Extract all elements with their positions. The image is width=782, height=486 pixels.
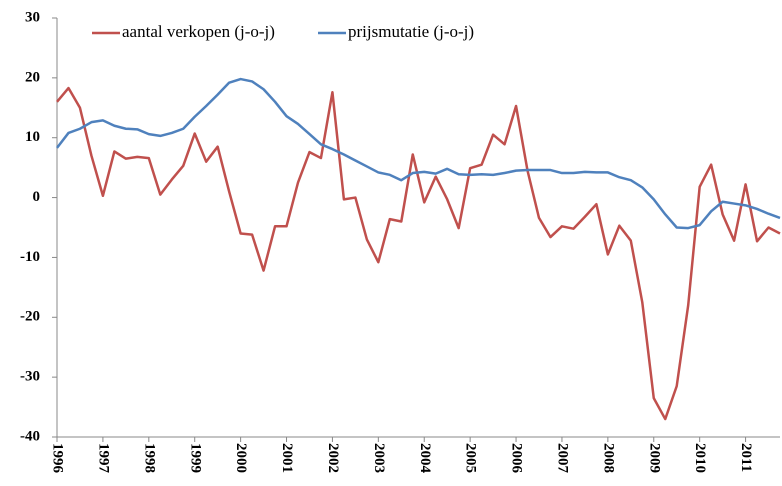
x-tick-label: 2011 (738, 443, 754, 472)
y-tick-label: -30 (20, 369, 40, 385)
x-tick-label: 2009 (646, 443, 662, 473)
x-tick-label: 2007 (555, 443, 571, 474)
x-tick-label: 1997 (95, 443, 111, 474)
y-tick-label: -10 (20, 249, 40, 265)
x-tick-label: 2008 (600, 443, 616, 473)
x-tick-label: 2006 (509, 443, 525, 474)
x-tick-label: 2002 (325, 443, 341, 473)
x-tick-label: 1998 (141, 443, 157, 473)
y-tick-label: -40 (20, 428, 40, 444)
series-line (56, 86, 781, 421)
x-tick-label: 1999 (187, 443, 203, 473)
x-tick-label: 1996 (50, 443, 66, 474)
x-tick-label: 2004 (417, 443, 433, 474)
x-tick-label: 2005 (463, 443, 479, 473)
y-tick-label: -20 (20, 309, 40, 325)
y-tick-label: 10 (25, 129, 40, 145)
y-tick-label: 30 (25, 9, 40, 25)
x-tick-label: 2000 (233, 443, 249, 473)
legend-label: aantal verkopen (j-o-j) (122, 22, 275, 41)
x-tick-label: 2010 (692, 443, 708, 473)
x-tick-label: 2001 (279, 443, 295, 473)
legend-label: prijsmutatie (j-o-j) (348, 22, 474, 41)
series-line (56, 77, 781, 230)
y-tick-label: 0 (33, 189, 41, 205)
x-tick-label: 2003 (371, 443, 387, 473)
y-tick-label: 20 (25, 69, 40, 85)
